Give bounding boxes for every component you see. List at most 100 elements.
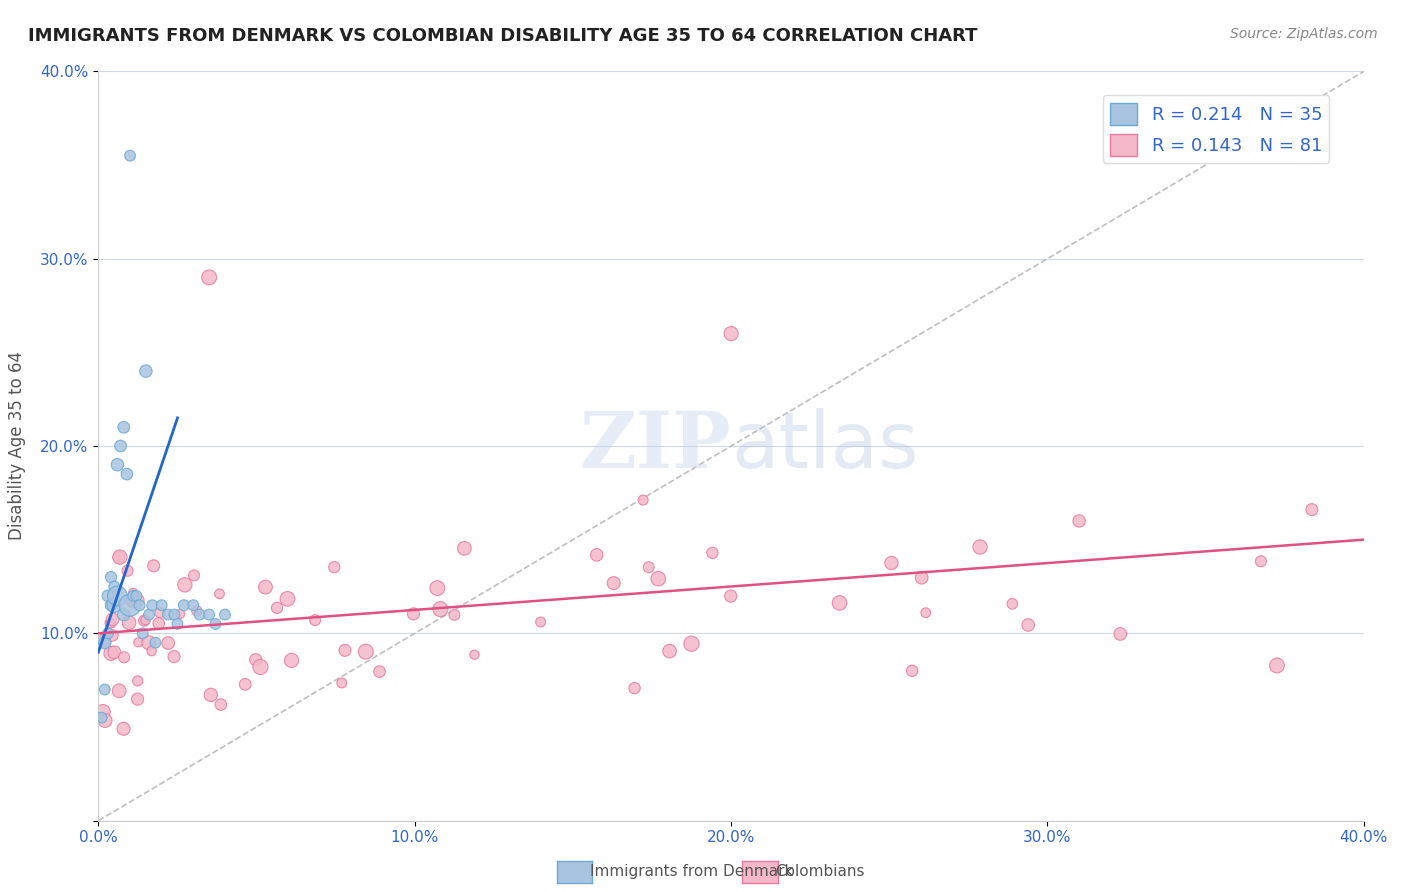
Point (135, 613, 157, 627)
Point (145, 635, 166, 649)
Point (100, 599, 122, 613)
Point (183, 599, 205, 613)
Point (214, 607, 236, 622)
Point (107, 458, 129, 472)
Point (169, 607, 191, 621)
Point (453, 541, 475, 556)
Point (93, 682, 117, 697)
Point (141, 599, 163, 613)
Point (200, 688, 222, 702)
Point (93, 635, 117, 649)
Point (1017, 618, 1039, 632)
Point (720, 326, 742, 341)
Point (100, 646, 122, 660)
Point (681, 637, 703, 651)
Point (209, 698, 232, 712)
Point (127, 692, 149, 706)
Point (148, 616, 170, 631)
Point (173, 599, 195, 613)
Point (132, 626, 155, 640)
Point (204, 617, 226, 632)
Point (127, 635, 149, 649)
Point (901, 664, 924, 678)
Point (90, 710, 112, 724)
Point (112, 722, 135, 736)
Point (354, 645, 377, 659)
Point (254, 580, 277, 594)
Point (304, 613, 326, 627)
Point (463, 648, 485, 662)
Point (122, 586, 145, 600)
Point (157, 636, 180, 650)
Point (121, 595, 143, 609)
Point (280, 653, 302, 667)
Point (623, 681, 645, 695)
Point (208, 587, 231, 601)
Point (100, 570, 122, 584)
Point (1067, 514, 1090, 528)
Point (429, 602, 451, 616)
Text: ZIP: ZIP (579, 408, 731, 484)
Text: Immigrants from Denmark: Immigrants from Denmark (591, 864, 793, 879)
Y-axis label: Disability Age 35 to 64: Disability Age 35 to 64 (8, 351, 27, 541)
Point (1109, 627, 1132, 641)
Point (1001, 597, 1024, 611)
Point (166, 617, 188, 632)
Point (110, 439, 132, 453)
Point (118, 615, 141, 630)
Point (333, 643, 356, 657)
Point (245, 653, 267, 667)
Point (94, 714, 117, 728)
Point (120, 599, 141, 613)
Point (1301, 502, 1323, 516)
Point (910, 571, 932, 585)
Point (1265, 658, 1288, 673)
Point (108, 683, 131, 698)
Point (127, 673, 149, 688)
Point (828, 596, 851, 610)
Point (249, 660, 271, 674)
Point (103, 580, 125, 594)
Point (186, 604, 208, 618)
Point (120, 149, 141, 163)
Point (198, 607, 221, 622)
Point (108, 550, 131, 565)
Point (637, 560, 659, 574)
Point (880, 556, 903, 570)
Point (108, 550, 131, 565)
Point (173, 578, 195, 592)
Point (183, 568, 205, 582)
Point (122, 589, 145, 603)
Point (163, 607, 186, 622)
Point (103, 599, 125, 613)
Point (702, 546, 724, 560)
Point (233, 677, 256, 691)
Legend: R = 0.214   N = 35, R = 0.143   N = 81: R = 0.214 N = 35, R = 0.143 N = 81 (1102, 95, 1330, 163)
Point (107, 589, 129, 603)
Point (198, 270, 221, 285)
Point (134, 614, 156, 628)
Point (97, 589, 120, 603)
Text: Colombians: Colombians (775, 864, 865, 879)
Point (138, 607, 160, 622)
Point (128, 599, 150, 613)
Point (188, 607, 211, 622)
Text: atlas: atlas (731, 408, 918, 484)
Point (117, 564, 139, 578)
Point (115, 467, 138, 482)
Point (142, 558, 165, 573)
Point (266, 600, 288, 615)
Point (101, 628, 124, 642)
Point (323, 560, 346, 574)
Text: Source: ZipAtlas.com: Source: ZipAtlas.com (1230, 27, 1378, 41)
Point (98, 616, 121, 631)
Point (127, 593, 149, 607)
Point (530, 615, 553, 629)
Point (150, 599, 173, 613)
Point (647, 572, 669, 586)
Point (402, 607, 425, 621)
Point (914, 606, 936, 620)
Point (426, 581, 449, 595)
Text: IMMIGRANTS FROM DENMARK VS COLOMBIAN DISABILITY AGE 35 TO 64 CORRELATION CHART: IMMIGRANTS FROM DENMARK VS COLOMBIAN DIS… (28, 27, 977, 45)
Point (93, 633, 115, 648)
